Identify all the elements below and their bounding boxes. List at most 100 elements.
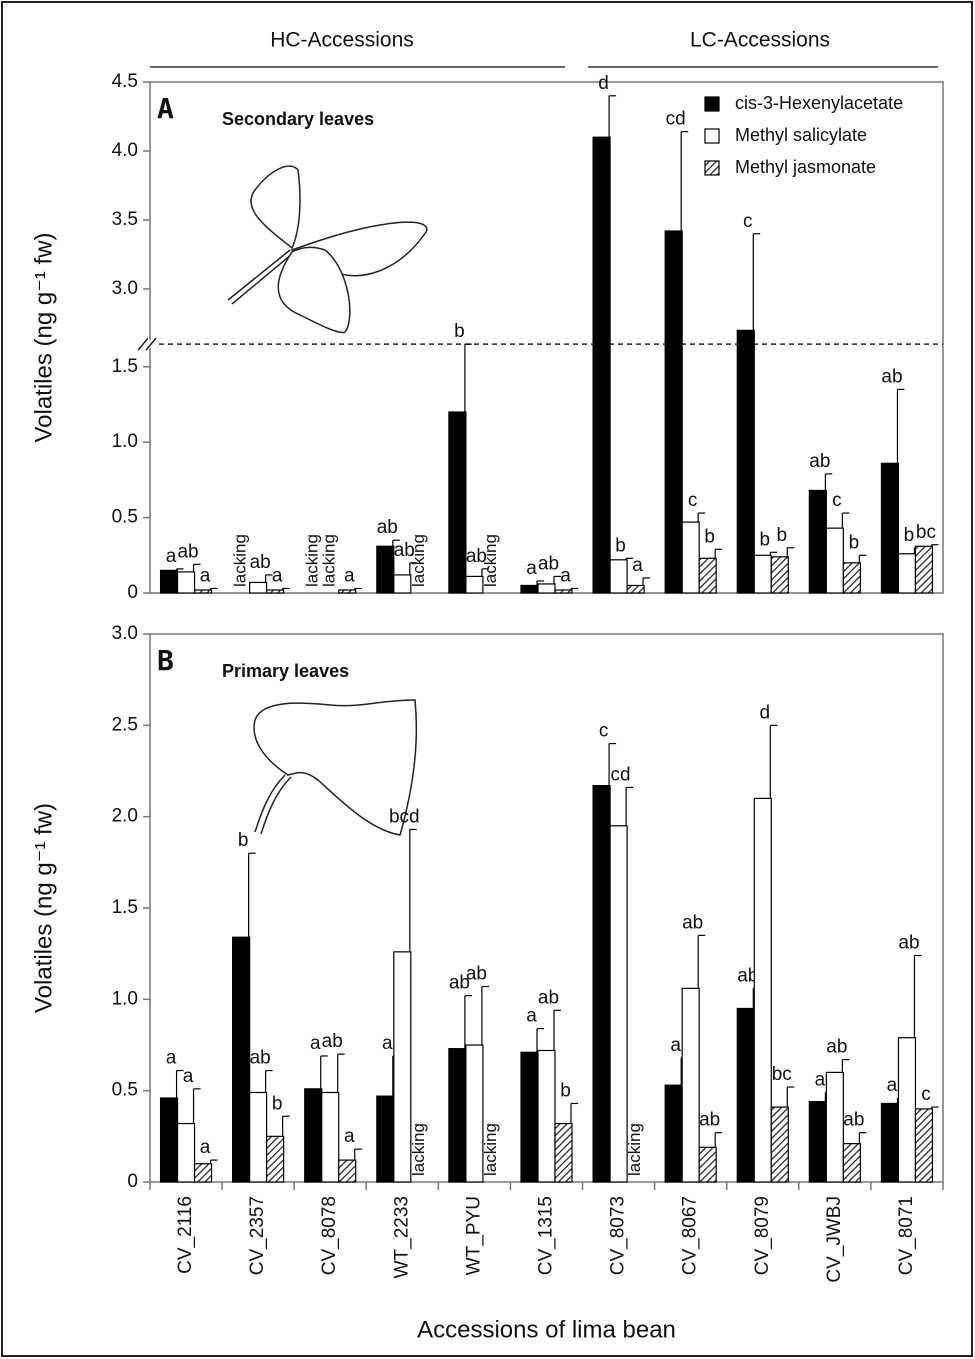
- significance-letter: a: [526, 558, 537, 579]
- x-tick-label: CV_8079: [752, 1196, 773, 1275]
- y-tick-label: 4.0: [112, 140, 138, 161]
- significance-letter: a: [815, 1070, 826, 1091]
- significance-letter: ab: [322, 1031, 343, 1052]
- bar: [736, 1007, 755, 1183]
- significance-letter: a: [166, 546, 177, 567]
- significance-letter: b: [454, 321, 465, 342]
- significance-letter: a: [632, 555, 643, 576]
- significance-letter: ab: [250, 1048, 271, 1069]
- bar: [681, 521, 700, 594]
- significance-letter: ab: [843, 1110, 864, 1131]
- bar: [698, 1146, 717, 1183]
- bar: [753, 554, 772, 594]
- bar: [193, 589, 213, 594]
- bar: [465, 575, 484, 594]
- significance-letter: ab: [466, 964, 487, 985]
- significance-letter: b: [904, 525, 915, 546]
- significance-letter: cd: [611, 764, 631, 785]
- y-tick-label: 2.0: [112, 806, 138, 827]
- bar: [770, 556, 789, 594]
- y-tick-label: 1.0: [112, 431, 138, 452]
- significance-letter: ab: [538, 553, 559, 574]
- bar: [808, 1101, 827, 1183]
- y-tick-label: 0.5: [112, 1080, 138, 1101]
- significance-letter: ab: [881, 366, 902, 387]
- bar: [376, 1095, 395, 1183]
- significance-letter: a: [344, 1126, 355, 1147]
- bar: [914, 1108, 934, 1183]
- y-tick-label: 1.5: [112, 897, 138, 918]
- legend-swatch: [704, 96, 720, 112]
- legend-swatch: [704, 128, 720, 144]
- significance-letter: a: [344, 565, 355, 586]
- bar: [842, 1143, 861, 1183]
- bar: [554, 1122, 573, 1183]
- significance-letter: cd: [666, 109, 686, 130]
- legend-swatch: [704, 160, 720, 176]
- leaf-illustration: [253, 699, 418, 836]
- bar: [753, 797, 772, 1183]
- significance-letter: b: [238, 830, 249, 851]
- significance-letter: b: [272, 1093, 283, 1114]
- legend-label: cis-3-Hexenylacetate: [735, 93, 903, 113]
- y-tick-label: 4.5: [112, 71, 138, 92]
- significance-letter: ab: [177, 541, 198, 562]
- significance-letter: d: [598, 73, 609, 94]
- y-tick-label: 3.5: [112, 209, 138, 230]
- bar: [376, 545, 395, 594]
- bar: [393, 574, 412, 594]
- axis-break-mark: [145, 337, 157, 351]
- panel-label: B: [157, 644, 174, 677]
- significance-letter: a: [183, 1066, 194, 1087]
- x-tick-label: CV_8078: [319, 1196, 340, 1275]
- y-tick-label: 0.5: [112, 507, 138, 528]
- significance-letter: bc: [916, 522, 936, 543]
- bar: [609, 825, 628, 1183]
- x-tick-label: CV_2357: [247, 1196, 268, 1275]
- bar: [842, 562, 861, 594]
- bar: [825, 527, 844, 594]
- y-tick-label: 0: [127, 582, 138, 603]
- legend-label: Methyl salicylate: [735, 125, 867, 145]
- significance-letter: ab: [682, 912, 703, 933]
- lacking-label: lacking: [409, 1123, 428, 1176]
- bar: [880, 1102, 900, 1183]
- y-tick-label: 1.5: [112, 356, 138, 377]
- significance-letter: ab: [538, 987, 559, 1008]
- lacking-label: lacking: [320, 534, 339, 587]
- lacking-label: lacking: [409, 534, 428, 587]
- significance-letter: bcd: [389, 806, 420, 827]
- group-label: LC-Accessions: [690, 29, 830, 52]
- y-axis-label: Volatiles (ng g⁻¹ fw): [30, 803, 57, 1013]
- lacking-label: lacking: [303, 534, 322, 587]
- bar: [448, 1048, 467, 1183]
- significance-letter: b: [560, 1080, 571, 1101]
- y-tick-label: 1.0: [112, 988, 138, 1009]
- bar: [232, 936, 251, 1183]
- lacking-label: lacking: [231, 534, 250, 587]
- subtitle: Secondary leaves: [222, 109, 374, 129]
- axis-break-mark: [137, 337, 149, 351]
- significance-letter: c: [921, 1084, 931, 1105]
- bar: [537, 1049, 556, 1183]
- bar: [465, 1044, 484, 1183]
- significance-letter: ab: [466, 546, 487, 567]
- bar: [520, 584, 539, 594]
- significance-letter: ab: [699, 1110, 720, 1131]
- significance-letter: bc: [772, 1064, 792, 1085]
- lacking-label: lacking: [625, 1123, 644, 1176]
- significance-letter: ab: [250, 552, 271, 573]
- significance-letter: a: [887, 1075, 898, 1096]
- x-tick-label: CV_8071: [896, 1196, 917, 1275]
- bar: [825, 1071, 844, 1183]
- lacking-label: lacking: [481, 534, 500, 587]
- bar: [193, 1163, 213, 1183]
- bar: [609, 559, 628, 594]
- significance-letter: a: [670, 1035, 681, 1056]
- bar: [626, 584, 645, 594]
- significance-letter: ab: [898, 933, 919, 954]
- bar: [249, 581, 268, 594]
- significance-letter: ab: [826, 1037, 847, 1058]
